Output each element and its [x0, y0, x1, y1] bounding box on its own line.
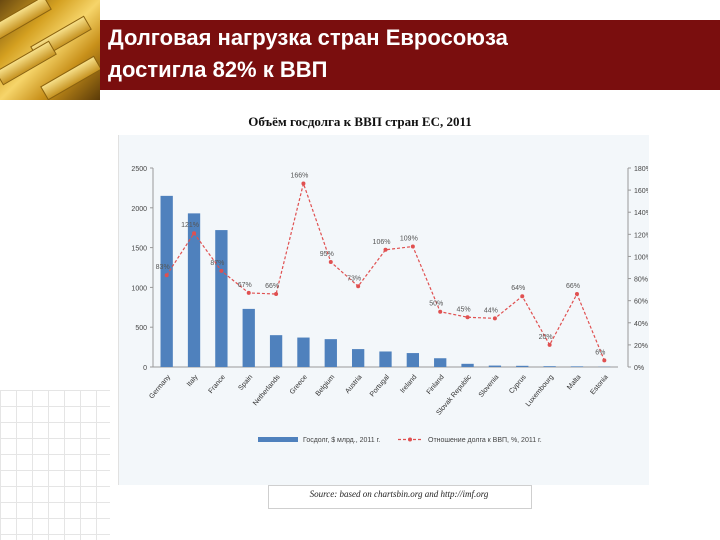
- right-tick-label: 120%: [634, 232, 648, 239]
- data-label: 67%: [238, 282, 252, 289]
- category-label: Portugal: [369, 373, 391, 398]
- ratio-point: [356, 284, 361, 289]
- right-tick-label: 20%: [634, 343, 648, 350]
- category-label: Greece: [289, 374, 309, 396]
- decorative-grid: [0, 390, 110, 540]
- data-label: 6%: [595, 349, 605, 356]
- data-label: 44%: [484, 307, 498, 314]
- data-label: 45%: [457, 306, 471, 313]
- legend-bar-label: Госдолг, $ млрд., 2011 г.: [303, 437, 380, 444]
- ratio-point: [274, 292, 279, 297]
- legend-line-marker: [408, 437, 412, 442]
- right-tick-label: 80%: [634, 277, 648, 284]
- bar: [351, 349, 365, 367]
- left-tick-label: 500: [135, 325, 147, 332]
- ratio-point: [219, 268, 224, 273]
- slide-header: Долговая нагрузка стран Евросоюза достиг…: [0, 0, 720, 100]
- map-background: [118, 135, 649, 485]
- ratio-point: [164, 273, 169, 278]
- data-label: 83%: [156, 264, 170, 271]
- right-tick-label: 60%: [634, 299, 648, 306]
- left-tick-label: 2000: [131, 206, 147, 213]
- data-label: 73%: [347, 275, 361, 282]
- category-label: France: [208, 374, 227, 395]
- data-label: 66%: [265, 283, 279, 290]
- category-label: Slovenia: [478, 374, 501, 399]
- ratio-point: [520, 294, 525, 299]
- category-label: Cyprus: [508, 373, 528, 395]
- category-label: Italy: [186, 373, 200, 388]
- data-label: 20%: [539, 334, 553, 341]
- bar: [461, 363, 474, 367]
- left-tick-label: 1000: [131, 285, 147, 292]
- ratio-point: [547, 342, 552, 347]
- data-label: 64%: [511, 285, 525, 292]
- bar: [215, 230, 228, 367]
- ratio-point: [492, 316, 497, 321]
- category-label: Malta: [566, 374, 582, 392]
- ratio-point: [602, 358, 607, 363]
- ratio-point: [328, 259, 333, 264]
- gold-bars-photo: [0, 0, 100, 100]
- data-label: 166%: [290, 172, 308, 179]
- ratio-point: [410, 244, 415, 249]
- chart-title: Объём госдолга к ВВП стран ЕС, 2011: [248, 114, 472, 129]
- bar: [187, 213, 201, 367]
- data-label: 50%: [429, 301, 443, 308]
- ratio-point: [383, 247, 388, 252]
- bar: [297, 337, 310, 367]
- right-tick-label: 160%: [634, 188, 648, 195]
- legend-bar-swatch: [258, 437, 298, 442]
- bar: [543, 366, 556, 367]
- slide-title-line2: достигла 82% к ВВП: [108, 57, 328, 82]
- ratio-point: [574, 292, 579, 297]
- category-label: Germany: [148, 373, 172, 400]
- bar: [570, 366, 584, 367]
- title-bar: [100, 20, 720, 90]
- right-tick-label: 180%: [634, 166, 648, 173]
- bar: [160, 195, 173, 367]
- source-box: [268, 485, 532, 509]
- right-tick-label: 40%: [634, 321, 648, 328]
- category-label: Ireland: [399, 374, 418, 395]
- ratio-point: [438, 309, 443, 314]
- bar: [434, 358, 447, 367]
- left-tick-label: 0: [143, 365, 147, 372]
- category-label: Luxembourg: [525, 374, 555, 408]
- bar: [516, 365, 529, 367]
- data-label: 87%: [210, 260, 224, 267]
- ratio-point: [465, 315, 470, 320]
- slide-title-line1: Долговая нагрузка стран Евросоюза: [108, 25, 508, 50]
- bar: [324, 339, 337, 367]
- data-label: 121%: [181, 222, 199, 229]
- slide-title: Долговая нагрузка стран Евросоюза достиг…: [108, 22, 708, 86]
- ratio-point: [301, 181, 306, 186]
- left-tick-label: 2500: [131, 166, 147, 173]
- source-note: Source: based on chartsbin.org and http:…: [309, 489, 489, 499]
- right-tick-label: 0%: [634, 365, 644, 372]
- ratio-point: [246, 290, 251, 295]
- ratio-point: [192, 231, 197, 236]
- bar: [406, 353, 420, 367]
- category-label: Finland: [426, 374, 446, 396]
- left-tick-label: 1500: [131, 246, 147, 253]
- bar: [379, 351, 392, 367]
- right-tick-label: 100%: [634, 254, 648, 261]
- bar: [269, 335, 283, 367]
- category-label: Netherlands: [252, 373, 282, 407]
- category-label: Austria: [344, 374, 363, 395]
- data-label: 95%: [320, 251, 334, 258]
- data-label: 109%: [400, 235, 418, 242]
- bar: [488, 365, 502, 367]
- bar: [242, 308, 255, 367]
- category-label: Spain: [237, 374, 254, 392]
- category-label: Belgium: [315, 374, 337, 398]
- right-tick-label: 140%: [634, 210, 648, 217]
- data-label: 106%: [373, 239, 391, 246]
- debt-chart: 0 500 1000 1500 2000 2500 0% 20% 40% 60% 80% 100% 12…: [131, 166, 648, 444]
- data-label: 66%: [566, 283, 580, 290]
- category-label: Estonia: [589, 374, 609, 396]
- legend-line-label: Отношение долга к ВВП, %, 2011 г.: [428, 437, 542, 444]
- ratio-line: [166, 181, 605, 361]
